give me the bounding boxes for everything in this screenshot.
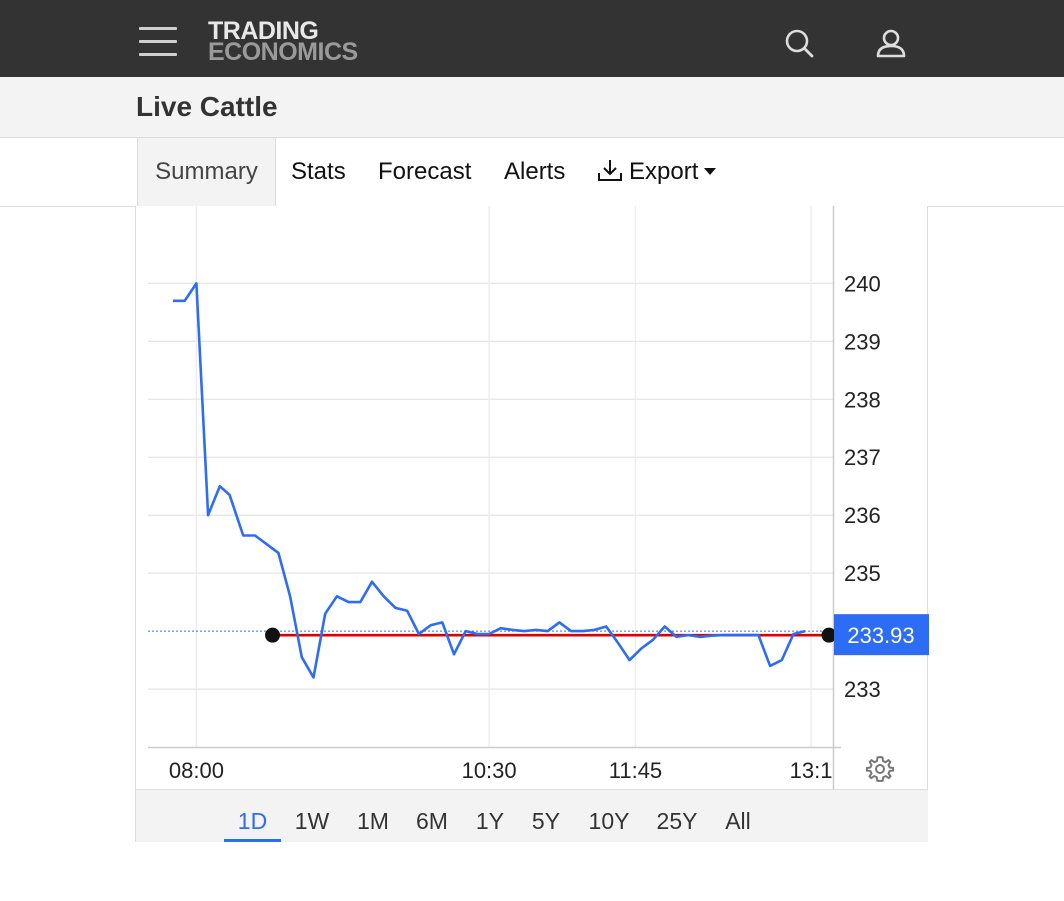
download-icon (597, 141, 623, 209)
x-tick-label: 08:00 (169, 758, 224, 783)
brand-line2: ECONOMICS (208, 38, 358, 66)
range-5y[interactable]: 5Y (531, 808, 561, 834)
menu-icon[interactable] (139, 26, 177, 58)
brand-line1: TRADING (208, 17, 319, 45)
last-value-badge (834, 614, 929, 656)
y-tick-label: 238 (844, 387, 881, 412)
y-tick-label: 233 (844, 677, 881, 702)
tab-forecast[interactable]: Forecast (378, 158, 472, 185)
price-series-line (173, 282, 806, 679)
range-all[interactable]: All (725, 808, 751, 834)
chevron-down-icon (704, 168, 717, 175)
range-1y[interactable]: 1Y (475, 808, 505, 834)
tab-alerts[interactable]: Alerts (504, 158, 566, 185)
price-chart[interactable]: 233 235 236 237 238 239 240 08:00 10:30 11:45 13:1… (136, 206, 929, 789)
gear-icon[interactable] (866, 755, 894, 783)
y-tick-label: 240 (844, 271, 881, 296)
title-bar: Live Cattle (0, 77, 1064, 138)
last-value-label: 233.93 (847, 623, 914, 648)
y-tick-label: 237 (844, 445, 881, 470)
range-6m[interactable]: 6M (416, 808, 448, 834)
range-1w[interactable]: 1W (294, 808, 330, 834)
range-1m[interactable]: 1M (357, 808, 389, 834)
chart-panel: 233 235 236 237 238 239 240 08:00 10:30 11:45 13:1… (135, 206, 929, 842)
range-selector: 1D 1W 1M 6M 1Y 5Y 10Y 25Y All (136, 789, 928, 842)
tab-summary[interactable]: Summary (137, 138, 276, 206)
tab-bar: Summary Stats Forecast Alerts Export (0, 138, 1064, 207)
x-tick-label: 10:30 (462, 758, 517, 783)
page-title: Live Cattle (136, 91, 278, 122)
reference-start-marker (265, 627, 281, 643)
brand-logo[interactable]: TRADING ECONOMICS (208, 19, 358, 65)
y-tick-label: 236 (844, 503, 881, 528)
tab-stats[interactable]: Stats (291, 158, 346, 185)
tab-export[interactable]: Export (597, 138, 717, 209)
top-header: TRADING ECONOMICS (0, 0, 1064, 77)
range-25y[interactable]: 25Y (656, 808, 698, 834)
range-10y[interactable]: 10Y (588, 808, 630, 834)
user-icon[interactable] (875, 28, 907, 60)
x-tick-label: 13:1 (790, 758, 833, 783)
export-label: Export (629, 158, 699, 185)
range-1d[interactable]: 1D (224, 790, 281, 842)
y-tick-label: 235 (844, 561, 881, 586)
reference-end-marker (821, 627, 837, 643)
y-tick-label: 239 (844, 329, 881, 354)
search-icon[interactable] (784, 28, 816, 60)
x-tick-label: 11:45 (609, 758, 662, 783)
